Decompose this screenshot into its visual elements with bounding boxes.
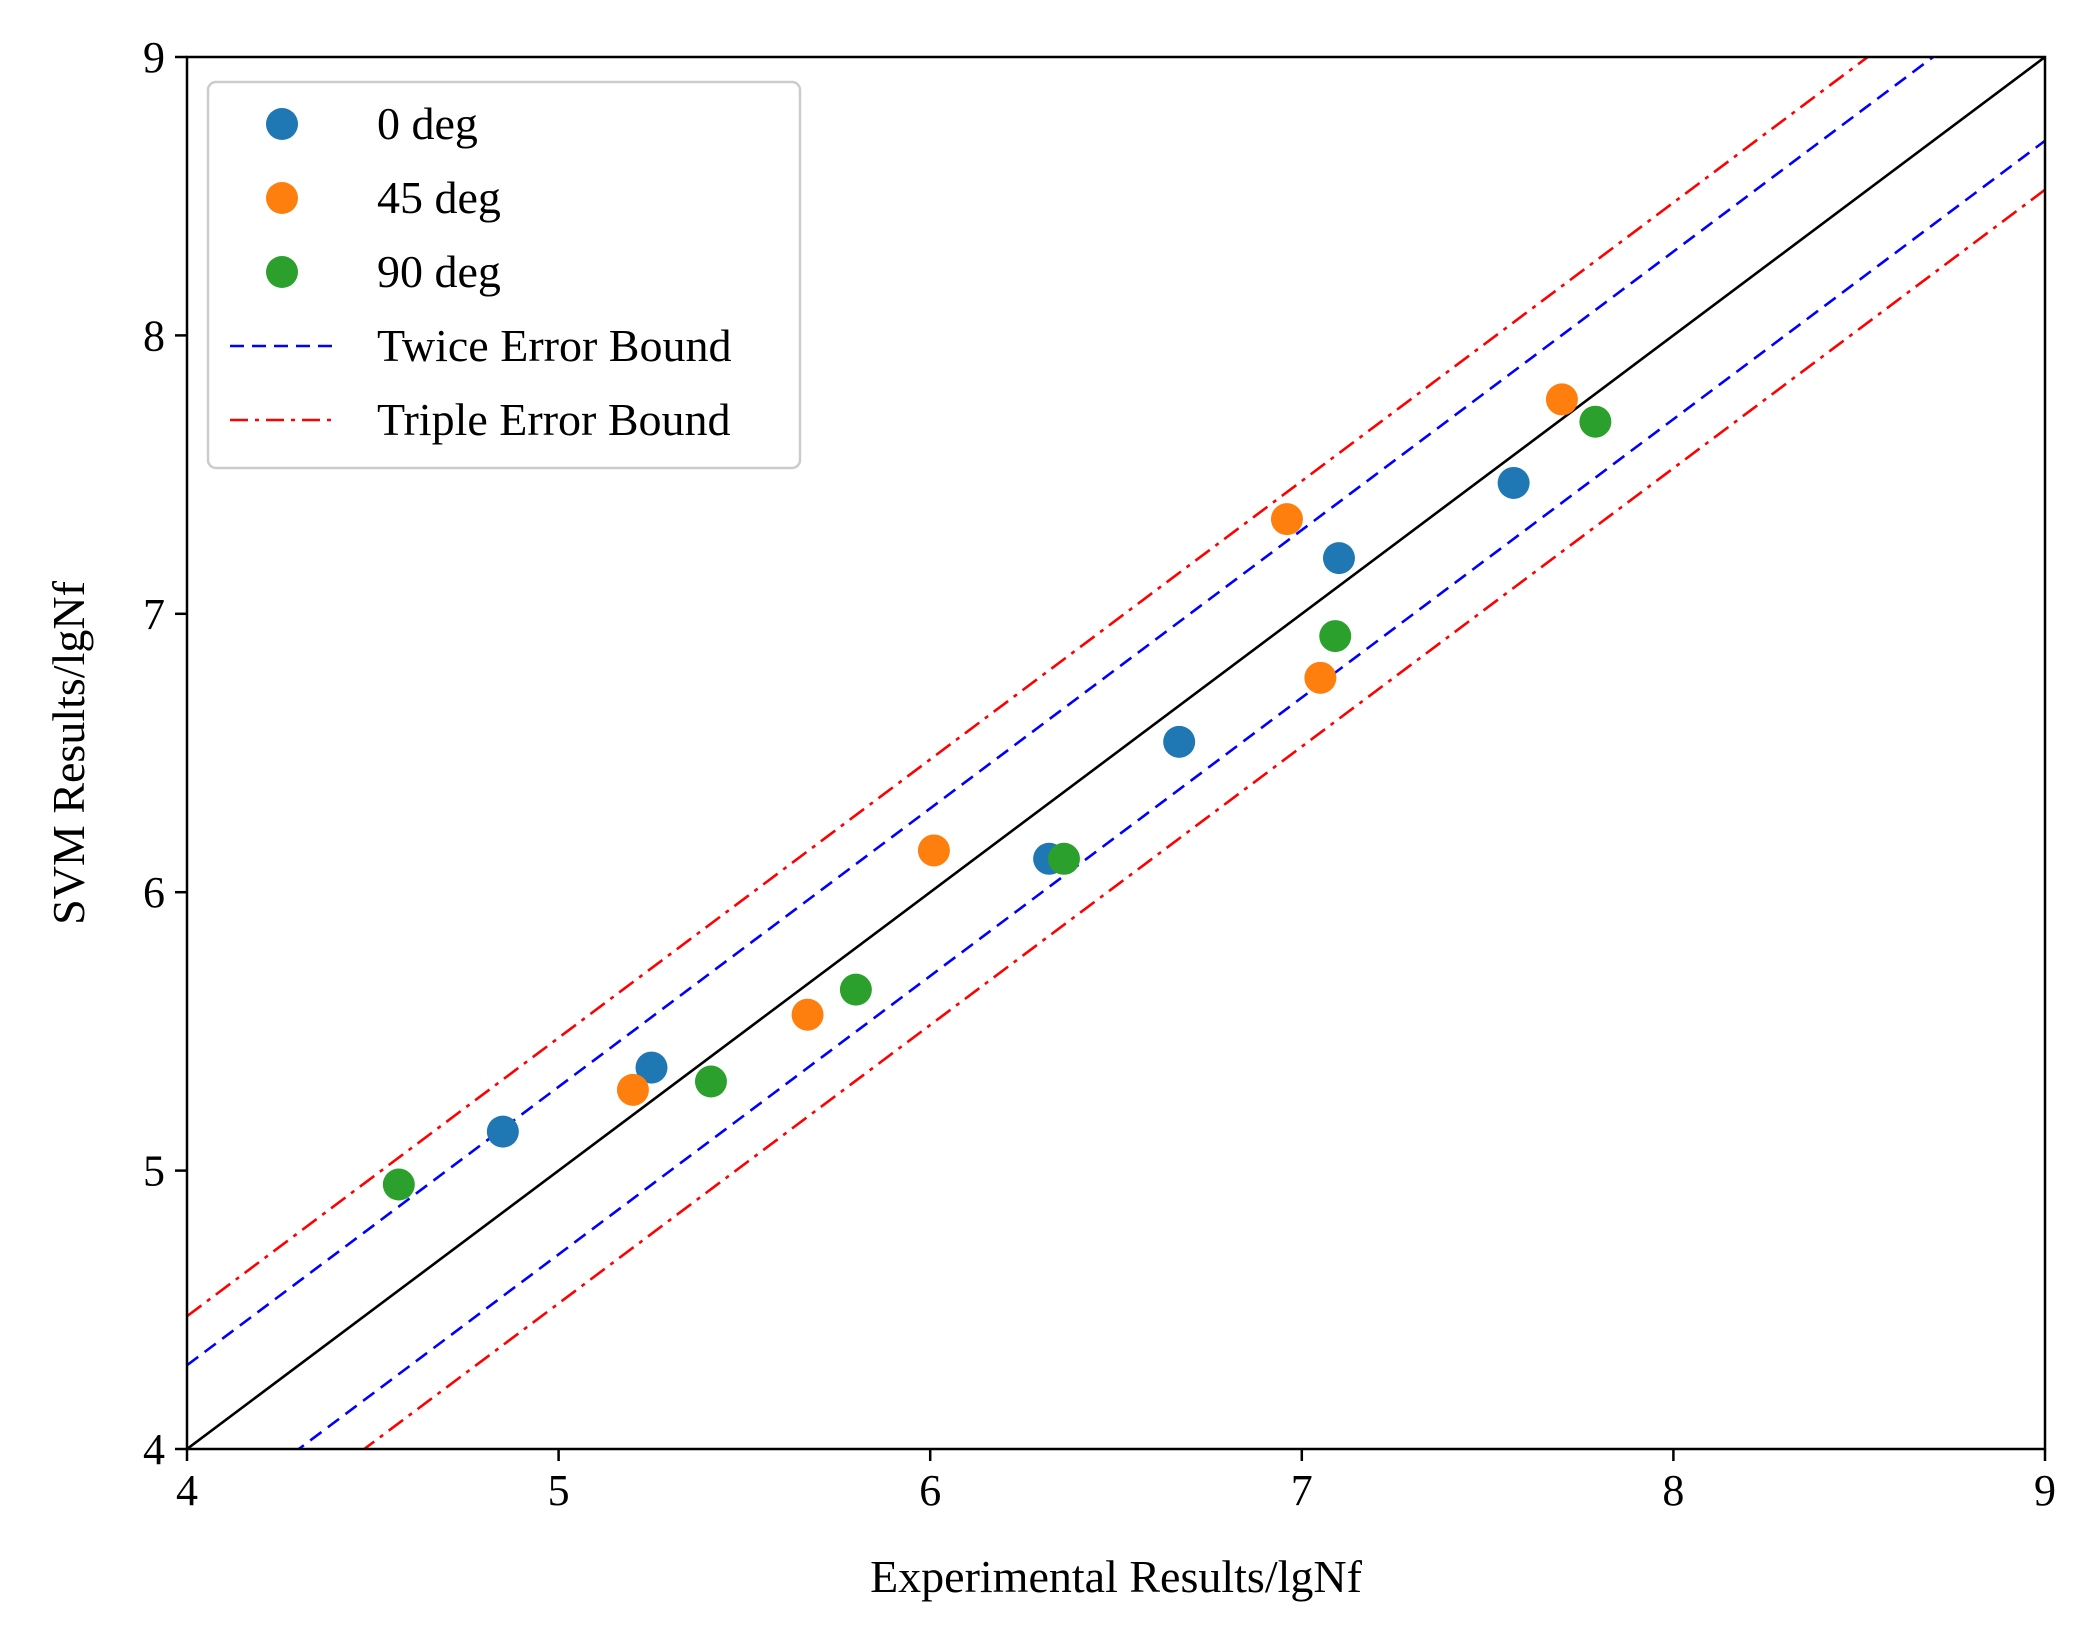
- point-90-deg: [382, 1168, 415, 1201]
- point-90-deg: [839, 973, 872, 1006]
- x-tick-label: 7: [1291, 1466, 1313, 1515]
- y-tick-label: 6: [143, 868, 165, 917]
- point-0-deg: [1497, 466, 1530, 499]
- x-axis-title: Experimental Results/lgNf: [870, 1551, 1363, 1602]
- point-0-deg: [1163, 725, 1196, 758]
- x-tick-label: 8: [1662, 1466, 1684, 1515]
- twice-error-bound-line-lower: [296, 139, 2045, 1449]
- plot-frame: [185, 55, 2047, 1451]
- triple-error-bound-line-upper: [187, 57, 1870, 1318]
- y-tick-label: 4: [143, 1425, 165, 1474]
- point-45-deg: [791, 998, 824, 1031]
- x-tick-label: 6: [919, 1466, 941, 1515]
- legend-marker-0-deg: [266, 108, 298, 140]
- triple-error-bound-line-lower: [362, 188, 2045, 1449]
- point-90-deg: [1579, 405, 1612, 438]
- legend-label-twice-error-bound: Twice Error Bound: [377, 320, 731, 371]
- point-90-deg: [1319, 620, 1352, 653]
- point-45-deg: [1545, 383, 1578, 416]
- y-tick-label: 9: [143, 33, 165, 82]
- point-90-deg: [694, 1065, 727, 1098]
- point-0-deg: [1322, 542, 1355, 575]
- y-axis-title: SVM Results/lgNf: [43, 580, 94, 924]
- legend-label-0-deg: 0 deg: [377, 98, 478, 149]
- legend-frame: [206, 80, 802, 470]
- legend-label-triple-error-bound: Triple Error Bound: [377, 394, 731, 445]
- legend-label-90-deg: 90 deg: [377, 246, 501, 297]
- point-45-deg: [1270, 503, 1303, 536]
- identity-line: [187, 57, 2045, 1449]
- point-0-deg: [635, 1051, 668, 1084]
- y-tick-label: 7: [143, 590, 165, 639]
- y-tick-label: 5: [143, 1147, 165, 1196]
- y-tick-label: 8: [143, 311, 165, 360]
- legend: 0 deg 45 deg 90 deg Twice Error Bound Triple…: [206, 80, 802, 470]
- x-tick-label: 5: [548, 1466, 570, 1515]
- legend-marker-90-deg: [266, 256, 298, 288]
- points-layer: [382, 383, 1612, 1201]
- ticks-layer: 4 5 6 7 8 9 4 5 6 7 8 9: [143, 33, 2056, 1515]
- point-90-deg: [1047, 842, 1080, 875]
- legend-marker-45-deg: [266, 182, 298, 214]
- point-45-deg: [616, 1073, 649, 1106]
- legend-label-45-deg: 45 deg: [377, 172, 501, 223]
- point-45-deg: [1304, 661, 1337, 694]
- x-tick-label: 9: [2034, 1466, 2056, 1515]
- point-45-deg: [917, 834, 950, 867]
- x-tick-label: 4: [176, 1466, 198, 1515]
- point-0-deg: [486, 1115, 519, 1148]
